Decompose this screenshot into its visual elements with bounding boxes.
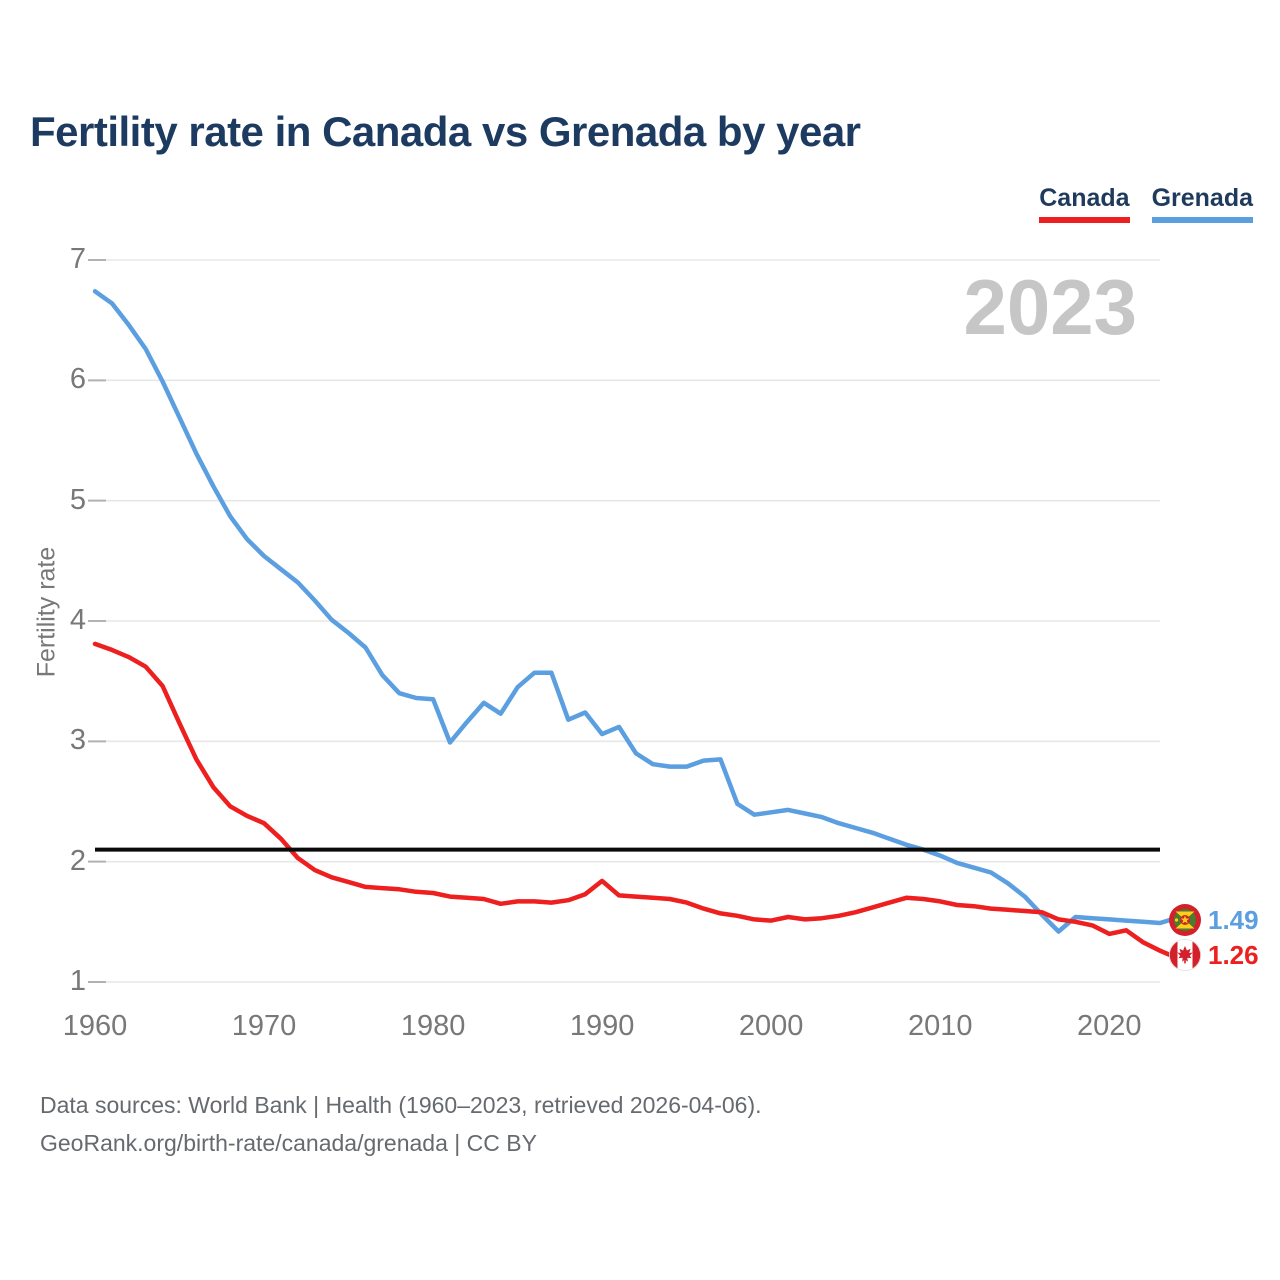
canada-flag-icon	[1168, 938, 1202, 972]
grenada-line	[92, 289, 1173, 934]
y-tick-label-3: 3	[69, 724, 86, 757]
canada-end-label: 1.26	[1168, 938, 1259, 972]
legend-label-canada: Canada	[1039, 184, 1130, 212]
page-title: Fertility rate in Canada vs Grenada by y…	[30, 108, 861, 155]
grenada-end-label: 1.49	[1168, 903, 1259, 937]
grenada-flag-icon	[1169, 904, 1201, 936]
legend-underline-canada	[1039, 217, 1130, 223]
canada-final-value: 1.26	[1208, 939, 1259, 970]
x-tick-label-2010: 2010	[907, 1010, 973, 1042]
legend-label-grenada: Grenada	[1151, 184, 1253, 212]
grenada-final-value: 1.49	[1208, 904, 1259, 935]
legend-item-grenada[interactable]: Grenada	[1151, 184, 1253, 223]
x-tick-label-1970: 1970	[231, 1010, 297, 1042]
year-watermark: 2023	[963, 263, 1137, 351]
y-tick-label-6: 6	[69, 363, 86, 396]
footer-sources: Data sources: World Bank | Health (1960–…	[40, 1092, 762, 1118]
x-tick-label-2020: 2020	[1077, 1010, 1142, 1042]
y-tick-label-5: 5	[69, 483, 86, 516]
y-tick-label-7: 7	[69, 243, 86, 275]
x-tick-label-1990: 1990	[569, 1010, 635, 1042]
gridlines	[88, 259, 1160, 983]
x-tick-label-2000: 2000	[738, 1010, 804, 1042]
x-tick-label-1960: 1960	[62, 1010, 128, 1042]
x-tick-label-1980: 1980	[400, 1010, 466, 1042]
y-tick-label-1: 1	[69, 965, 86, 997]
y-tick-label-4: 4	[69, 604, 86, 636]
legend-underline-grenada	[1151, 217, 1253, 223]
footer: Data sources: World Bank | Health (1960–…	[40, 1086, 762, 1162]
y-axis-title: Fertility rate	[32, 546, 61, 678]
y-tick-label-2: 2	[69, 844, 86, 877]
canada-line	[92, 641, 1173, 958]
legend-item-canada[interactable]: Canada	[1039, 184, 1130, 223]
footer-attribution: GeoRank.org/birth-rate/canada/grenada | …	[40, 1130, 537, 1156]
legend: Canada Grenada	[1039, 184, 1253, 223]
